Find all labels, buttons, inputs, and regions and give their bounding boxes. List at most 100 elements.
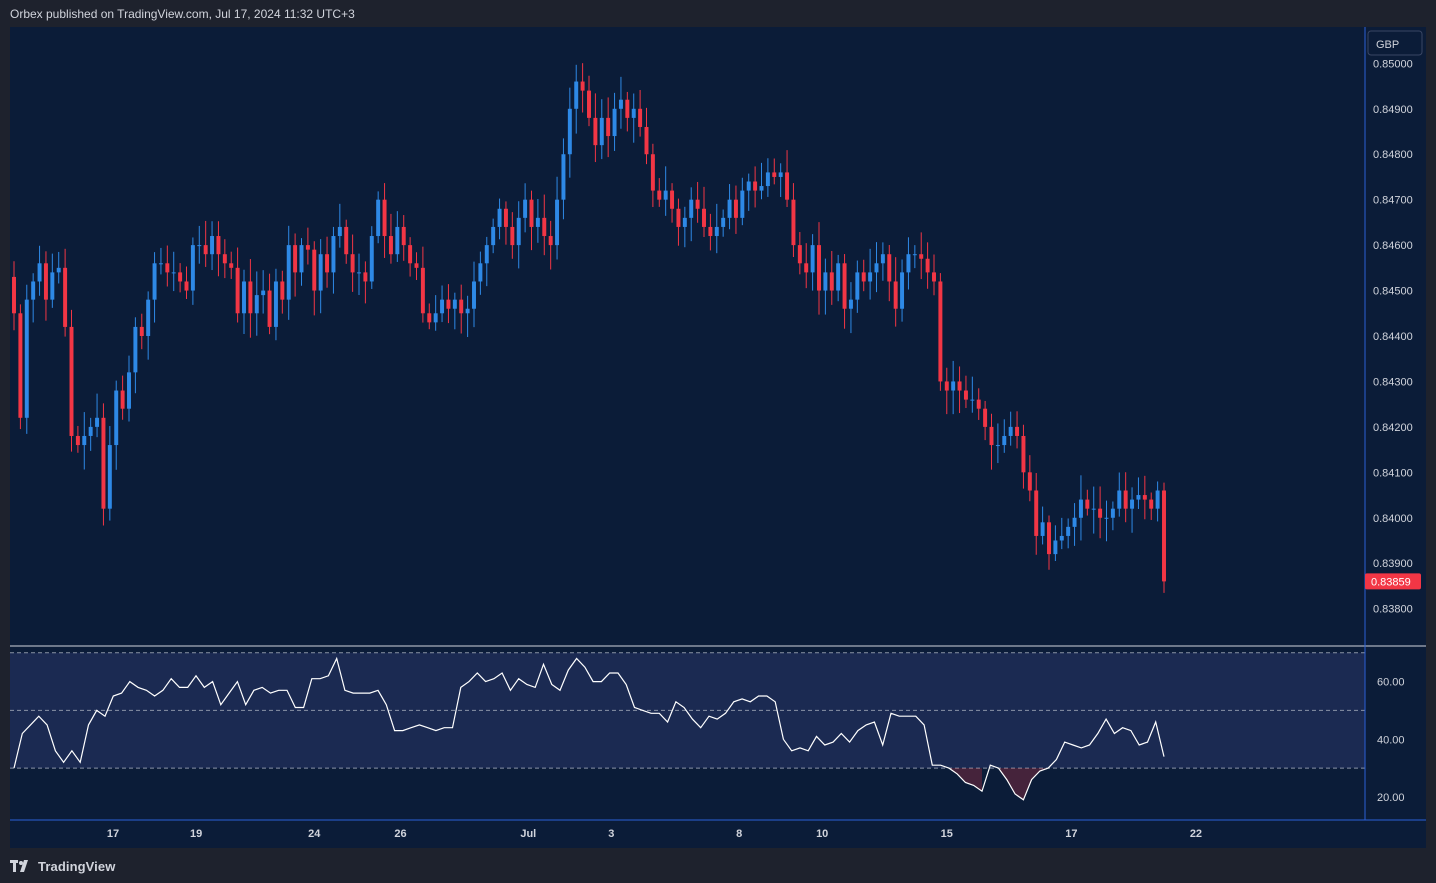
candle-body (702, 208, 706, 227)
candle-body (1162, 490, 1166, 582)
candle-body (523, 199, 528, 218)
candle-body (797, 245, 802, 264)
date-tick-label: 3 (608, 828, 614, 840)
candle-body (829, 272, 834, 291)
candle-body (1149, 499, 1154, 509)
price-tick-label: 0.84200 (1373, 422, 1413, 434)
candle-body (312, 249, 317, 291)
currency-box[interactable] (1367, 30, 1423, 56)
candle-body (887, 254, 892, 282)
candle-body (420, 267, 425, 314)
candle-body (906, 254, 911, 273)
candle-body (216, 236, 221, 255)
candle-body (657, 190, 662, 200)
candle-body (855, 272, 860, 300)
date-tick-label: 17 (1065, 828, 1077, 840)
candle-body (305, 245, 310, 250)
candle-body (95, 417, 100, 427)
candle-body (82, 435, 87, 446)
candle-body (107, 445, 112, 509)
candle-body (388, 236, 393, 255)
candle-body (580, 81, 585, 91)
candle-body (682, 217, 687, 227)
candle-body (484, 245, 489, 264)
candle-body (778, 172, 783, 177)
candle-body (970, 399, 975, 401)
candle-body (222, 254, 227, 264)
rsi-oversold-fill (998, 768, 1049, 800)
candle-body (382, 199, 387, 237)
candle-body (440, 299, 445, 314)
price-tick-label: 0.84400 (1373, 331, 1413, 343)
candle-body (1059, 535, 1064, 541)
candle-body (350, 254, 355, 273)
candle-body (337, 226, 342, 237)
candle-body (280, 281, 285, 300)
candle-body (1034, 490, 1039, 536)
candle-body (599, 117, 604, 146)
candle-body (631, 108, 636, 118)
candle-body (912, 254, 917, 256)
candle-body (823, 272, 828, 291)
date-tick-label: 10 (816, 828, 828, 840)
date-tick-label: 17 (107, 828, 119, 840)
candle-body (248, 281, 253, 314)
candle-body (120, 390, 125, 409)
candle-body (932, 272, 936, 282)
candle-body (727, 199, 732, 218)
date-tick-label: 26 (394, 828, 406, 840)
candle-body (638, 108, 643, 127)
candle-body (1091, 508, 1096, 510)
currency-label: GBP (1376, 39, 1399, 51)
candle-body (842, 263, 847, 309)
candle-body (127, 372, 131, 409)
candle-body (88, 426, 93, 436)
candle-body (235, 267, 240, 314)
candle-body (548, 236, 553, 246)
chart-canvas[interactable]: GBP 0.85000 0.84900 0.84800 0.84700 0.84600 0.… (10, 27, 1426, 848)
candle-body (1123, 490, 1128, 509)
candle-body (497, 208, 502, 227)
tradingview-logo-icon (10, 860, 28, 872)
candle-body (1098, 508, 1103, 518)
candle-body (1015, 426, 1020, 436)
candle-body (746, 181, 751, 191)
candle-body (848, 299, 853, 309)
candle-body (1040, 522, 1045, 536)
candle-body (951, 381, 956, 391)
axes: GBP 0.85000 0.84900 0.84800 0.84700 0.84600 0.… (10, 27, 1426, 840)
candle-body (689, 199, 694, 218)
candle-body (414, 263, 419, 268)
candle-body (721, 217, 726, 227)
price-tick-label: 0.84800 (1373, 149, 1413, 161)
candle-body (663, 190, 668, 200)
candle-body (1053, 540, 1058, 555)
candle-body (516, 217, 521, 246)
candle-body (542, 217, 547, 237)
candle-body (75, 435, 80, 446)
candle-body (1021, 435, 1026, 473)
candle-body (606, 117, 611, 137)
candle-body (708, 226, 713, 237)
candle-body (1085, 499, 1090, 509)
candle-body (510, 226, 515, 246)
candle-body (152, 263, 157, 300)
candle-body (503, 208, 508, 227)
footer[interactable]: TradingView (10, 857, 115, 875)
candle-body (695, 199, 700, 209)
candle-body (56, 267, 61, 273)
candle-body (989, 426, 994, 446)
candle-body (810, 245, 815, 273)
candle-body (344, 226, 349, 255)
candle-body (478, 263, 483, 282)
candle-body (433, 313, 438, 323)
candle-body (759, 186, 764, 191)
candle-body (37, 263, 42, 282)
candle-body (740, 190, 745, 218)
candle-body (197, 245, 202, 247)
candle-body (900, 272, 905, 309)
candle-body (491, 226, 496, 246)
candle-body (1104, 517, 1109, 519)
candle-body (203, 245, 208, 255)
candle-body (555, 199, 560, 246)
